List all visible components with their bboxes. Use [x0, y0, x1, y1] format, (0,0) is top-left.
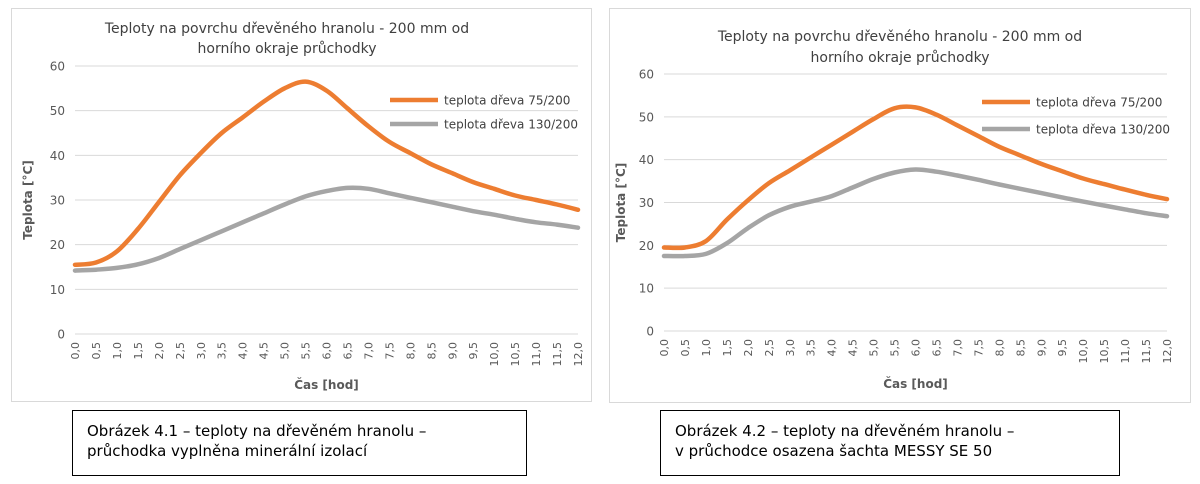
chart-2-y-tick-label: 30 — [639, 196, 654, 210]
chart-2-x-tick-label: 6,5 — [930, 339, 943, 357]
chart-2-x-tick-label: 10,0 — [1077, 339, 1090, 364]
chart-2-x-tick-label: 6,0 — [910, 339, 923, 357]
chart-1-x-tick-label: 9,0 — [446, 342, 459, 360]
chart-1: Teploty na povrchu dřevěného hranolu - 2… — [11, 8, 592, 402]
chart-2-y-tick-label: 40 — [639, 153, 654, 167]
chart-1-title-line-1: Teploty na povrchu dřevěného hranolu - 2… — [104, 21, 469, 37]
chart-2-x-tick-label: 1,5 — [721, 339, 734, 357]
chart-1-series-line-1 — [72, 79, 581, 268]
chart-1-y-tick-label: 50 — [50, 104, 65, 118]
chart-1-x-tick-label: 10,5 — [509, 342, 522, 367]
chart-2-x-tick-label: 8,0 — [993, 339, 1006, 357]
chart-1-x-axis-label: Čas [hod] — [294, 377, 359, 392]
chart-1-x-tick-label: 6,5 — [341, 342, 354, 360]
chart-1-svg: Teploty na povrchu dřevěného hranolu - 2… — [21, 21, 585, 392]
chart-1-x-tick-label: 2,0 — [153, 342, 166, 360]
chart-1-y-tick-label: 30 — [50, 194, 65, 208]
chart-1-x-tick-label: 5,0 — [279, 342, 292, 360]
chart-1-x-tick-label: 3,0 — [195, 342, 208, 360]
caption-figure-4-2: Obrázek 4.2 – teploty na dřevěném hranol… — [660, 410, 1120, 476]
chart-2-legend-label-2: teplota dřeva 130/200 — [1036, 123, 1170, 137]
chart-1-x-tick-label: 0,0 — [69, 342, 82, 360]
chart-1-x-tick-label: 0,5 — [90, 342, 103, 360]
chart-1-y-tick-label: 20 — [50, 238, 65, 252]
chart-2-series-line-2 — [661, 167, 1170, 259]
chart-2-x-tick-label: 5,5 — [889, 339, 902, 357]
chart-2-x-tick-label: 7,0 — [951, 339, 964, 357]
chart-2-svg: Teploty na povrchu dřevěného hranolu - 2… — [614, 29, 1174, 391]
caption-1-line-1: Obrázek 4.1 – teploty na dřevěném hranol… — [87, 422, 427, 440]
chart-1-y-axis-label: Teplota [°C] — [21, 160, 35, 239]
chart-1-x-tick-label: 11,0 — [530, 342, 543, 367]
chart-2-x-tick-label: 9,5 — [1056, 339, 1069, 357]
chart-1-x-tick-label: 1,5 — [132, 342, 145, 360]
chart-2-y-tick-label: 20 — [639, 239, 654, 253]
chart-2-x-tick-label: 9,0 — [1035, 339, 1048, 357]
chart-1-x-tick-label: 8,0 — [404, 342, 417, 360]
chart-2-x-tick-label: 0,0 — [658, 339, 671, 357]
chart-2-x-tick-label: 0,5 — [679, 339, 692, 357]
chart-1-x-tick-label: 3,5 — [216, 342, 229, 360]
chart-2-x-tick-label: 11,0 — [1119, 339, 1132, 364]
chart-1-x-tick-label: 5,5 — [300, 342, 313, 360]
chart-2-x-tick-label: 4,5 — [847, 339, 860, 357]
chart-2-x-tick-label: 8,5 — [1014, 339, 1027, 357]
chart-2-x-tick-label: 3,5 — [805, 339, 818, 357]
chart-2-y-tick-label: 10 — [639, 282, 654, 296]
chart-2-title-line-2: horního okraje průchodky — [811, 50, 990, 66]
chart-2-x-tick-label: 12,0 — [1161, 339, 1174, 364]
chart-2-x-tick-label: 2,0 — [742, 339, 755, 357]
chart-1-y-tick-label: 0 — [57, 328, 65, 342]
chart-2-y-tick-label: 0 — [646, 325, 654, 339]
chart-2: Teploty na povrchu dřevěného hranolu - 2… — [609, 8, 1191, 403]
chart-1-y-tick-label: 60 — [50, 60, 65, 74]
caption-2-line-1: Obrázek 4.2 – teploty na dřevěném hranol… — [675, 422, 1015, 440]
chart-1-x-tick-label: 12,0 — [572, 342, 585, 367]
chart-1-x-tick-label: 8,5 — [425, 342, 438, 360]
chart-2-x-tick-label: 7,5 — [972, 339, 985, 357]
chart-2-x-tick-label: 2,5 — [763, 339, 776, 357]
chart-1-x-tick-label: 7,0 — [362, 342, 375, 360]
chart-1-x-tick-label: 11,5 — [551, 342, 564, 367]
chart-1-x-tick-label: 9,5 — [467, 342, 480, 360]
chart-2-x-tick-label: 4,0 — [826, 339, 839, 357]
chart-1-x-tick-label: 1,0 — [111, 342, 124, 360]
chart-2-y-tick-label: 60 — [639, 68, 654, 82]
chart-2-series-line-1 — [661, 104, 1170, 251]
chart-2-x-tick-label: 10,5 — [1098, 339, 1111, 364]
chart-1-x-tick-label: 7,5 — [383, 342, 396, 360]
chart-1-x-tick-label: 6,0 — [321, 342, 334, 360]
chart-1-x-tick-label: 4,5 — [258, 342, 271, 360]
chart-1-y-tick-label: 10 — [50, 283, 65, 297]
chart-2-legend-label-1: teplota dřeva 75/200 — [1036, 96, 1162, 110]
chart-2-x-tick-label: 1,0 — [700, 339, 713, 357]
chart-2-x-tick-label: 11,5 — [1140, 339, 1153, 364]
chart-1-legend-label-1: teplota dřeva 75/200 — [444, 94, 570, 108]
chart-2-title-line-1: Teploty na povrchu dřevěného hranolu - 2… — [717, 29, 1082, 45]
chart-1-y-tick-label: 40 — [50, 149, 65, 163]
caption-figure-4-1: Obrázek 4.1 – teploty na dřevěném hranol… — [72, 410, 527, 476]
chart-1-x-tick-label: 2,5 — [174, 342, 187, 360]
caption-1-line-2: průchodka vyplněna minerální izolací — [87, 442, 368, 460]
chart-2-y-axis-label: Teplota [°C] — [614, 163, 628, 242]
chart-1-series-line-2 — [72, 185, 581, 273]
chart-1-x-tick-label: 4,0 — [237, 342, 250, 360]
chart-2-x-axis-label: Čas [hod] — [883, 376, 948, 391]
chart-1-title-line-2: horního okraje průchodky — [198, 41, 377, 57]
caption-2-line-2: v průchodce osazena šachta MESSY SE 50 — [675, 442, 993, 460]
chart-2-x-tick-label: 5,0 — [868, 339, 881, 357]
chart-1-x-tick-label: 10,0 — [488, 342, 501, 367]
chart-2-y-tick-label: 50 — [639, 110, 654, 124]
chart-1-legend-label-2: teplota dřeva 130/200 — [444, 118, 578, 132]
chart-2-x-tick-label: 3,0 — [784, 339, 797, 357]
